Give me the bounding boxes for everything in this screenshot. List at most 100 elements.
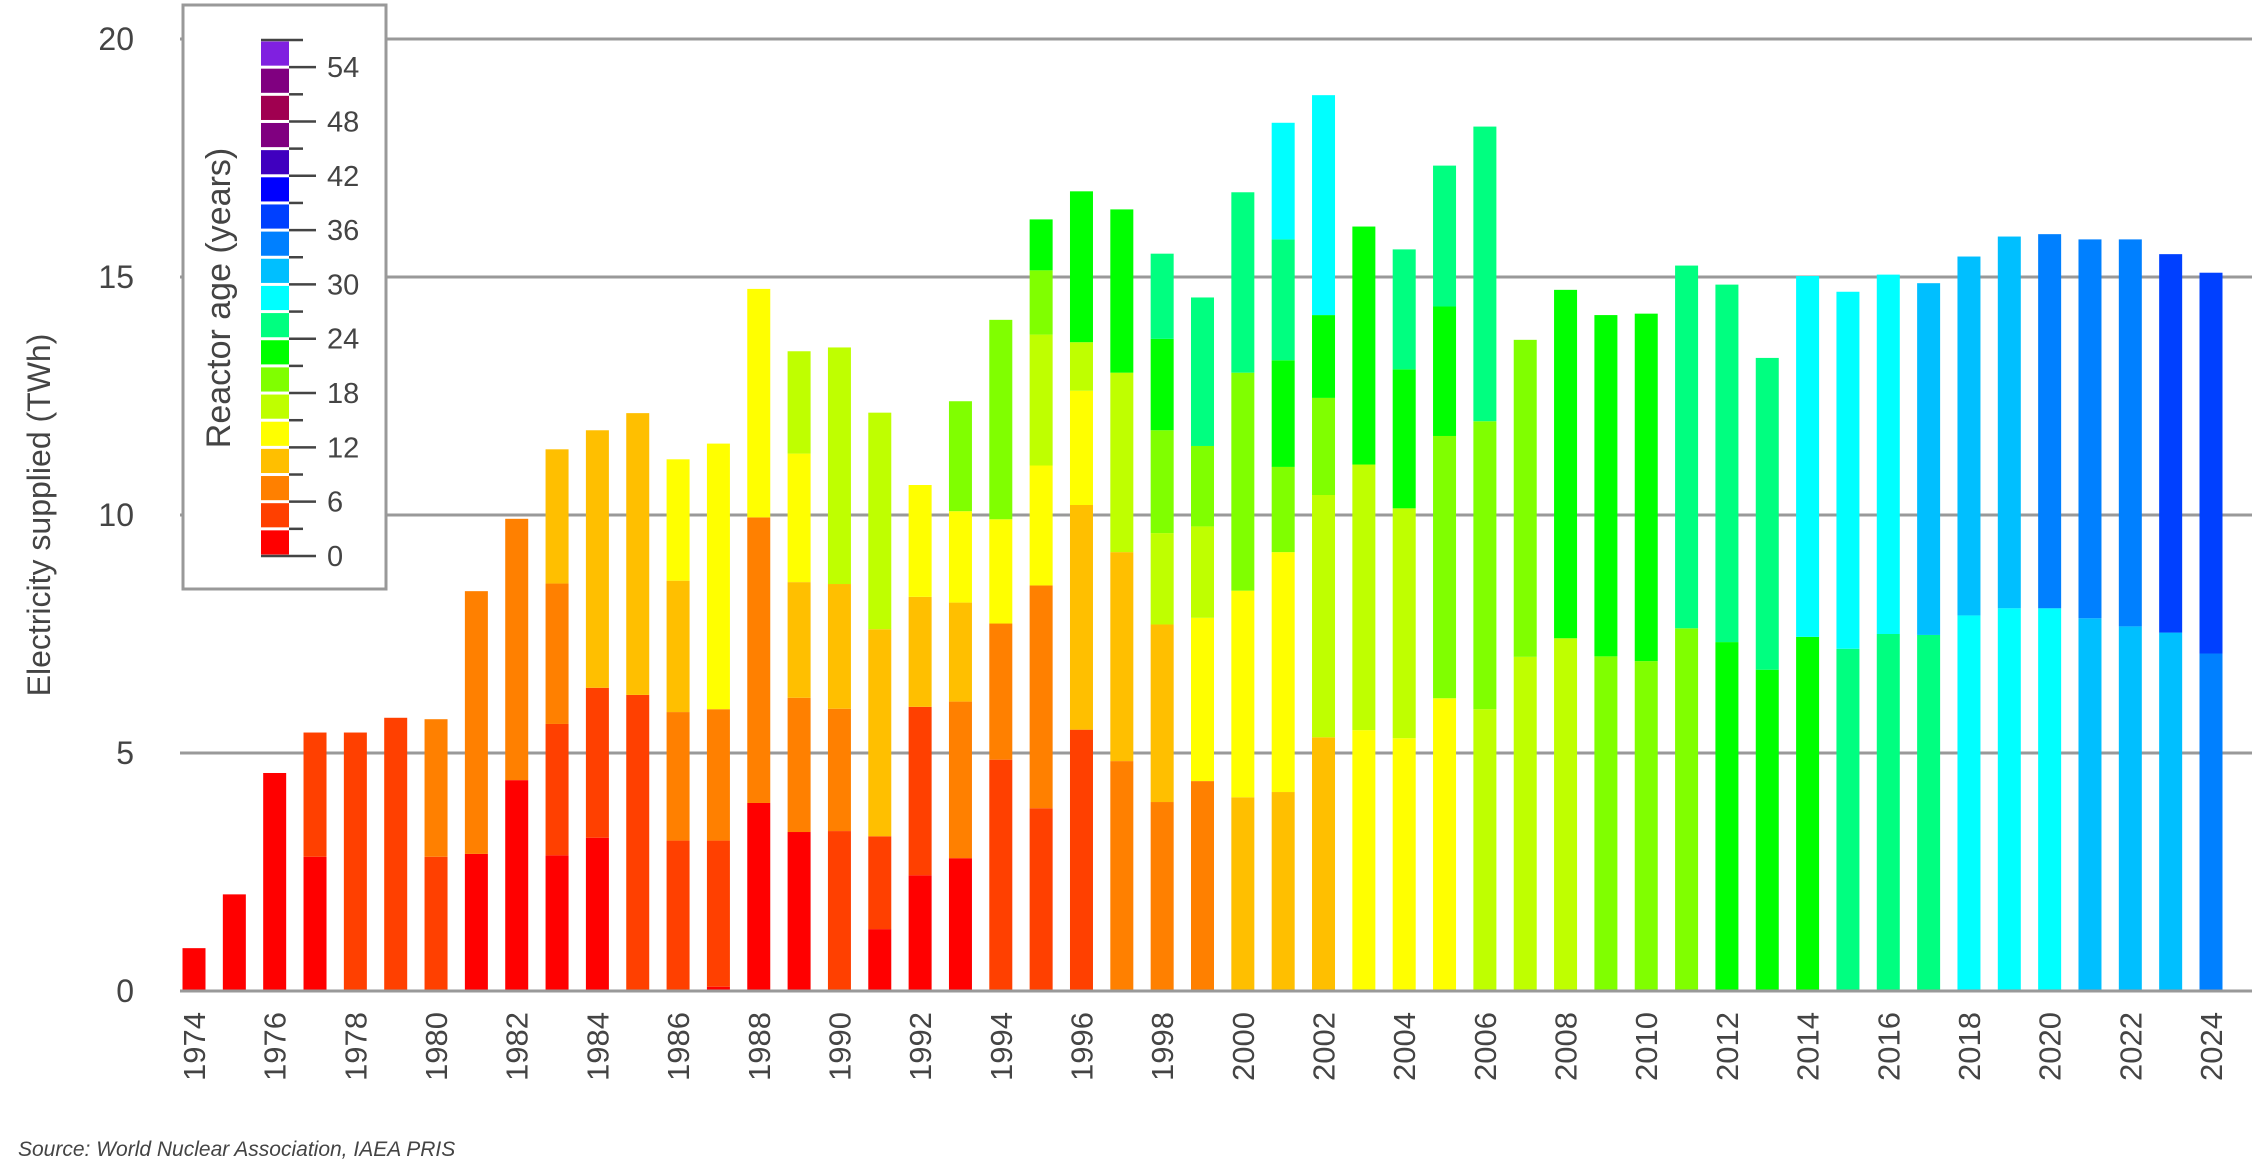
bar-2010 <box>1634 313 1658 991</box>
bar-segment-age-27-30 <box>1271 122 1295 240</box>
bar-segment-age-15-18 <box>1312 495 1336 738</box>
legend-tick-label: 0 <box>327 541 343 573</box>
bar-segment-age-9-12 <box>868 629 892 837</box>
bar-segment-age-6-9 <box>1191 781 1214 991</box>
x-tick-label: 1996 <box>1064 1012 1099 1081</box>
bar-1985 <box>626 413 650 991</box>
y-axis-label: Electricity supplied (TWh) <box>21 334 57 697</box>
bar-segment-age-6-9 <box>747 517 771 803</box>
bar-segment-age-9-12 <box>1150 624 1174 803</box>
bar-2011 <box>1675 265 1699 991</box>
x-tick-label: 2010 <box>1629 1012 1664 1081</box>
bar-segment-age-21-24 <box>1554 289 1578 639</box>
legend-swatch-age-18-21 <box>261 367 289 392</box>
bar-segment-age-33-36 <box>2199 653 2223 991</box>
bar-segment-age-3-6 <box>1029 808 1053 991</box>
bar-segment-age-30-33 <box>1917 283 1941 635</box>
bar-segment-age-6-9 <box>706 709 730 841</box>
bar-segment-age-12-15 <box>1069 390 1093 506</box>
bar-segment-age-18-21 <box>989 319 1013 520</box>
bar-segment-age-21-24 <box>1312 315 1336 398</box>
bar-1979 <box>384 717 408 991</box>
bar-segment-age-12-15 <box>666 459 690 581</box>
bar-segment-age-12-15 <box>1433 698 1457 991</box>
bar-segment-age-24-27 <box>1917 634 1941 991</box>
bar-2021 <box>2078 239 2102 991</box>
bar-segment-age-3-6 <box>303 732 327 857</box>
bar-segment-age-24-27 <box>1876 634 1900 991</box>
bar-segment-age-6-9 <box>505 518 529 781</box>
x-tick-label: 1978 <box>338 1012 373 1081</box>
x-tick-label: 2006 <box>1468 1012 1503 1081</box>
bar-2002 <box>1312 95 1336 991</box>
legend-tick-label: 24 <box>327 324 359 356</box>
bar-segment-age-9-12 <box>1069 505 1093 730</box>
bar-segment-age-21-24 <box>1392 369 1416 509</box>
legend-swatch-age-36-39 <box>261 204 289 229</box>
bar-segment-age-15-18 <box>868 412 892 630</box>
bar-1977 <box>303 732 327 991</box>
x-tick-label: 1984 <box>580 1012 615 1081</box>
legend-swatch-age-27-30 <box>261 285 289 311</box>
bar-2018 <box>1957 256 1981 991</box>
legend-title: Reactor age (years) <box>200 148 238 448</box>
bar-segment-age-12-15 <box>1231 590 1255 798</box>
x-tick-label: 2004 <box>1387 1012 1422 1081</box>
legend-tick-label: 12 <box>327 432 359 464</box>
legend-swatch-age-39-42 <box>261 177 289 202</box>
bar-segment-age-36-39 <box>2199 272 2223 654</box>
bar-segment-age-0-3 <box>545 855 569 991</box>
bar-2024 <box>2199 272 2223 991</box>
x-tick-label: 1998 <box>1145 1012 1180 1081</box>
bar-2009 <box>1594 315 1618 991</box>
y-tick-label: 20 <box>98 21 134 57</box>
x-tick-label: 2002 <box>1307 1012 1342 1081</box>
bar-segment-age-18-21 <box>1312 397 1336 496</box>
bar-1975 <box>222 894 246 991</box>
x-tick-label: 2020 <box>2033 1012 2068 1081</box>
bar-segment-age-27-30 <box>1796 276 1820 637</box>
bar-segment-age-3-6 <box>626 694 650 991</box>
bar-segment-age-15-18 <box>1392 508 1416 739</box>
bar-segment-age-27-30 <box>1312 95 1336 316</box>
bar-1993 <box>948 401 972 991</box>
x-tick-label: 2022 <box>2113 1012 2148 1081</box>
bar-segment-age-3-6 <box>545 723 569 856</box>
legend-tick-label: 36 <box>327 215 359 247</box>
bar-segment-age-0-3 <box>222 894 246 991</box>
bar-segment-age-18-21 <box>1029 270 1053 335</box>
legend-swatch-age-51-54 <box>261 68 289 93</box>
bar-1988 <box>747 288 771 991</box>
bar-segment-age-0-3 <box>182 948 206 991</box>
bar-segment-age-21-24 <box>1150 338 1174 431</box>
x-tick-label: 2000 <box>1226 1012 1261 1081</box>
x-tick-label: 1976 <box>258 1012 293 1081</box>
bar-1987 <box>706 443 730 991</box>
legend-swatch-age-42-45 <box>261 150 289 175</box>
bar-segment-age-15-18 <box>1150 533 1174 625</box>
bar-segment-age-12-15 <box>948 511 972 603</box>
bar-1989 <box>787 351 811 991</box>
bar-segment-age-21-24 <box>1796 636 1820 991</box>
bar-segment-age-33-36 <box>2118 239 2142 627</box>
bar-segment-age-6-9 <box>545 583 569 724</box>
bar-segment-age-21-24 <box>1594 315 1618 657</box>
bar-segment-age-21-24 <box>1110 209 1134 373</box>
bar-segment-age-6-9 <box>464 591 488 854</box>
bar-segment-age-30-33 <box>1997 236 2021 609</box>
x-tick-label: 2012 <box>1710 1012 1745 1081</box>
source-note: Source: World Nuclear Association, IAEA … <box>18 1138 456 1161</box>
bar-segment-age-27-30 <box>1957 615 1981 991</box>
bar-segment-age-9-12 <box>787 582 811 698</box>
bar-2008 <box>1554 289 1578 991</box>
legend-tick-label: 18 <box>327 378 359 410</box>
bar-segment-age-9-12 <box>545 449 569 584</box>
bar-segment-age-0-3 <box>747 802 771 991</box>
x-tick-label: 1994 <box>984 1012 1019 1081</box>
bar-1997 <box>1110 209 1134 991</box>
bar-segment-age-24-27 <box>1755 357 1779 670</box>
bar-1996 <box>1069 191 1093 991</box>
bar-segment-age-12-15 <box>1392 738 1416 991</box>
bar-segment-age-3-6 <box>868 836 892 930</box>
